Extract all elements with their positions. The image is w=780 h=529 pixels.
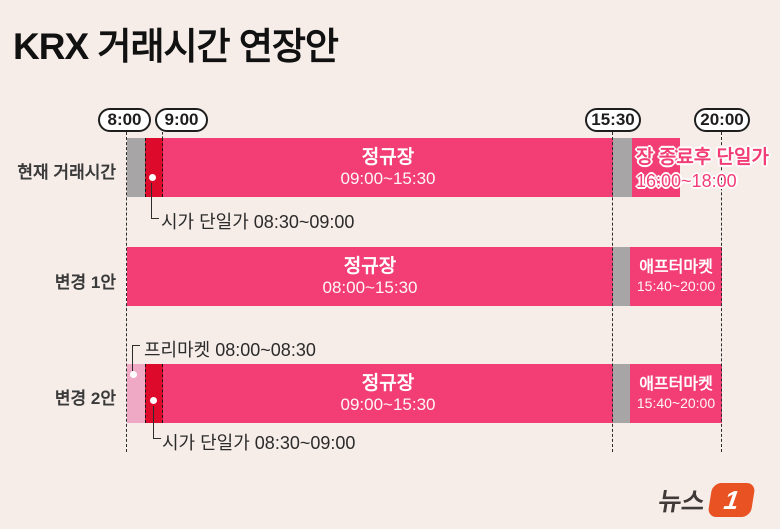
time-pill-0900: 9:00 (155, 108, 208, 132)
segment-open-auction (145, 138, 163, 197)
news1-logo-text: 뉴스 (656, 488, 707, 516)
segment-regular-session: 정규장 09:00~15:30 (163, 138, 613, 197)
callout-leader-row1 (151, 183, 159, 219)
segment-after-close-auction (632, 138, 680, 197)
callout-dot-open-auction-row3 (150, 397, 157, 404)
segment-1530-1540-gray (613, 247, 630, 306)
segment-regular-session: 정규장 09:00~15:30 (163, 364, 613, 423)
guide-line-1530 (612, 132, 613, 452)
row-label-proposal-1: 변경 1안 (54, 273, 116, 292)
guide-line-0800 (126, 132, 127, 452)
callout-dot-premarket (130, 371, 137, 378)
callout-open-auction-row3: 시가 단일가 08:30~09:00 (162, 433, 356, 453)
regular-session-name: 정규장 (361, 373, 415, 394)
segment-1530-1540-gray (613, 364, 630, 423)
segment-aftermarket: 애프터마켓 15:40~20:00 (630, 247, 722, 306)
aftermarket-time: 15:40~20:00 (636, 395, 716, 411)
callout-premarket: 프리마켓 08:00~08:30 (144, 340, 316, 360)
page-title: KRX 거래시간 연장안 (13, 26, 339, 67)
row-label-current: 현재 거래시간 (17, 163, 116, 182)
regular-session-time: 09:00~15:30 (340, 169, 436, 188)
after-close-time: 16:00~18:00 (636, 171, 737, 191)
callout-leader-row3 (153, 406, 161, 439)
regular-session-time: 08:00~15:30 (322, 278, 418, 297)
after-close-label: 장 종료후 단일가 (636, 147, 769, 168)
aftermarket-name: 애프터마켓 (639, 376, 713, 393)
news1-logo-one-badge: 1 (707, 483, 756, 517)
time-pill-1530: 15:30 (585, 108, 641, 132)
guide-tick-0900 (162, 132, 163, 139)
regular-session-time: 09:00~15:30 (340, 395, 436, 414)
segment-regular-session: 정규장 08:00~15:30 (127, 247, 613, 306)
row-label-proposal-2: 변경 2안 (54, 389, 116, 408)
segment-1530-1600-gray (613, 138, 632, 197)
time-pill-0800: 8:00 (98, 108, 151, 132)
callout-leader-premarket (132, 345, 140, 371)
segment-pre-0800-0830-gray (127, 138, 145, 197)
callout-open-auction-row1: 시가 단일가 08:30~09:00 (161, 212, 355, 232)
regular-session-name: 정규장 (343, 256, 397, 277)
segment-open-auction (145, 364, 163, 423)
guide-line-2000 (721, 132, 722, 452)
aftermarket-name: 애프터마켓 (639, 259, 713, 276)
news1-logo: 뉴스 1 (656, 482, 756, 518)
segment-premarket (127, 364, 145, 423)
callout-dot-open-auction-row1 (149, 174, 156, 181)
aftermarket-time: 15:40~20:00 (636, 278, 716, 294)
time-pill-2000: 20:00 (694, 108, 750, 132)
news1-logo-numeral: 1 (721, 485, 742, 515)
segment-aftermarket: 애프터마켓 15:40~20:00 (630, 364, 722, 423)
regular-session-name: 정규장 (361, 147, 415, 168)
